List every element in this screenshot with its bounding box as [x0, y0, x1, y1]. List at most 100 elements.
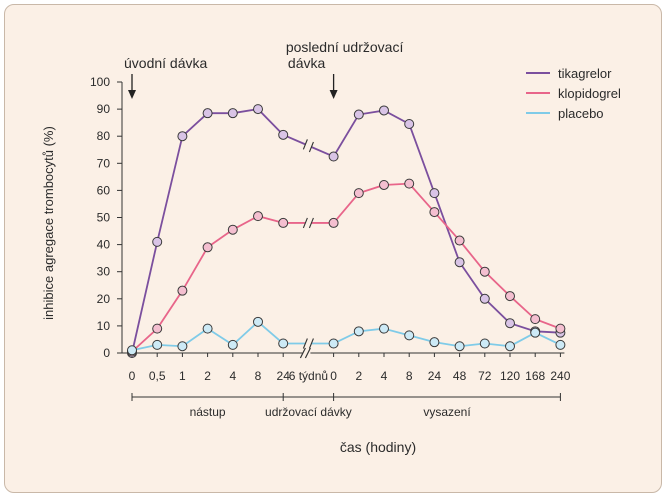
data-point-placebo	[177, 341, 188, 352]
data-point-klopidogrel	[530, 314, 541, 325]
data-point-klopidogrel	[227, 224, 238, 235]
x-tick-label: 2	[355, 369, 362, 383]
data-markers	[127, 104, 566, 358]
legend-label-tikagrelor: tikagrelor	[558, 66, 612, 81]
data-point-tikagrelor	[328, 151, 339, 162]
x-tick-label: 24	[277, 369, 291, 383]
x-tick-label: 240	[550, 369, 570, 383]
data-point-placebo	[404, 330, 415, 341]
data-point-tikagrelor	[479, 293, 490, 304]
phase-label: vysazení	[423, 405, 471, 419]
annotation-text: úvodní dávka	[124, 55, 207, 71]
annotation-text: dávka	[288, 55, 326, 71]
data-point-tikagrelor	[404, 119, 415, 130]
y-tick-label: 40	[97, 238, 111, 252]
x-tick-label: 8	[255, 369, 262, 383]
line-break-mark	[308, 217, 314, 229]
data-point-klopidogrel	[404, 178, 415, 189]
data-point-klopidogrel	[505, 291, 515, 302]
data-point-placebo	[127, 345, 137, 356]
data-point-placebo	[202, 323, 213, 334]
line-break-mark	[302, 139, 308, 150]
x-tick-label: 8	[406, 369, 413, 383]
y-tick-label: 10	[97, 319, 111, 333]
x-axis-label: čas (hodiny)	[340, 439, 416, 455]
line-break-mark	[302, 217, 308, 229]
series-line-placebo	[333, 327, 561, 348]
data-point-tikagrelor	[278, 129, 289, 140]
phase-label: nástup	[190, 405, 226, 419]
y-tick-label: 100	[90, 75, 110, 89]
annotation-text: poslední udržovací	[286, 39, 404, 55]
axis-break-mark	[299, 347, 306, 359]
data-point-klopidogrel	[253, 211, 263, 222]
data-point-tikagrelor	[152, 236, 163, 247]
series-line-klopidogrel	[332, 182, 561, 330]
data-point-klopidogrel	[278, 217, 289, 228]
data-point-placebo	[555, 339, 566, 350]
x-tick-label: 1	[179, 369, 186, 383]
data-point-tikagrelor	[353, 109, 364, 120]
y-tick-label: 70	[97, 156, 111, 170]
data-point-tikagrelor	[505, 318, 515, 329]
series-line-tikagrelor	[131, 108, 284, 354]
legend-label-klopidogrel: klopidogrel	[558, 86, 621, 101]
phase-label: udržovací dávky	[265, 405, 352, 419]
y-tick-label: 20	[97, 292, 111, 306]
data-point-tikagrelor	[379, 105, 389, 116]
y-tick-label: 30	[97, 265, 111, 279]
y-tick-label: 80	[97, 129, 111, 143]
data-point-placebo	[353, 326, 364, 337]
data-point-placebo	[530, 327, 541, 338]
data-point-klopidogrel	[429, 207, 440, 218]
y-axis-label: inhibice agregace trombocytů (%)	[41, 126, 56, 320]
data-point-klopidogrel	[202, 242, 213, 253]
x-tick-label: 48	[453, 369, 467, 383]
annotation-arrow-head	[128, 90, 136, 99]
data-point-placebo	[454, 341, 465, 352]
x-tick-label: 0,5	[149, 369, 166, 383]
data-point-placebo	[429, 337, 440, 348]
x-tick-label: 72	[478, 369, 492, 383]
series-lines	[131, 108, 561, 354]
data-point-klopidogrel	[353, 188, 364, 199]
x-tick-label: 4	[381, 369, 388, 383]
legend-label-placebo: placebo	[558, 106, 604, 121]
annotation-arrow-head	[329, 90, 338, 99]
data-point-klopidogrel	[177, 285, 188, 296]
y-tick-label: 0	[103, 346, 110, 360]
data-point-tikagrelor	[429, 188, 440, 199]
series-line-tikagrelor	[332, 109, 561, 334]
x-tick-label: 4	[229, 369, 236, 383]
x-tick-label: 168	[525, 369, 545, 383]
data-point-klopidogrel	[555, 323, 566, 334]
line-break-mark	[308, 141, 314, 153]
y-tick-label: 60	[97, 183, 111, 197]
y-tick-label: 50	[97, 211, 111, 225]
line-break-mark	[302, 338, 308, 349]
data-point-tikagrelor	[202, 108, 213, 119]
data-point-placebo	[505, 341, 515, 352]
x-tick-label: 0	[330, 369, 337, 383]
data-point-placebo	[328, 338, 339, 349]
data-point-placebo	[379, 323, 389, 334]
data-point-placebo	[253, 316, 263, 327]
data-point-klopidogrel	[454, 235, 465, 246]
data-point-tikagrelor	[177, 131, 188, 142]
data-point-placebo	[278, 338, 289, 349]
data-point-klopidogrel	[379, 179, 389, 190]
data-point-tikagrelor	[454, 257, 465, 268]
x-tick-label: 120	[500, 369, 520, 383]
data-point-klopidogrel	[152, 323, 163, 334]
line-break-mark	[308, 338, 314, 349]
x-tick-label: 6 týdnů	[289, 369, 328, 383]
chart-frame: 0 10 20 30 40 50 60 70 80 90 100 0 0,5 1 2 4 8 24 6 týdnů 0…	[4, 4, 662, 493]
x-tick-label: 24	[428, 369, 442, 383]
x-tick-label: 0	[129, 369, 136, 383]
legend: tikagrelor klopidogrel placebo	[526, 66, 621, 121]
data-point-tikagrelor	[227, 108, 238, 119]
data-point-placebo	[479, 338, 490, 349]
data-point-tikagrelor	[253, 104, 263, 115]
